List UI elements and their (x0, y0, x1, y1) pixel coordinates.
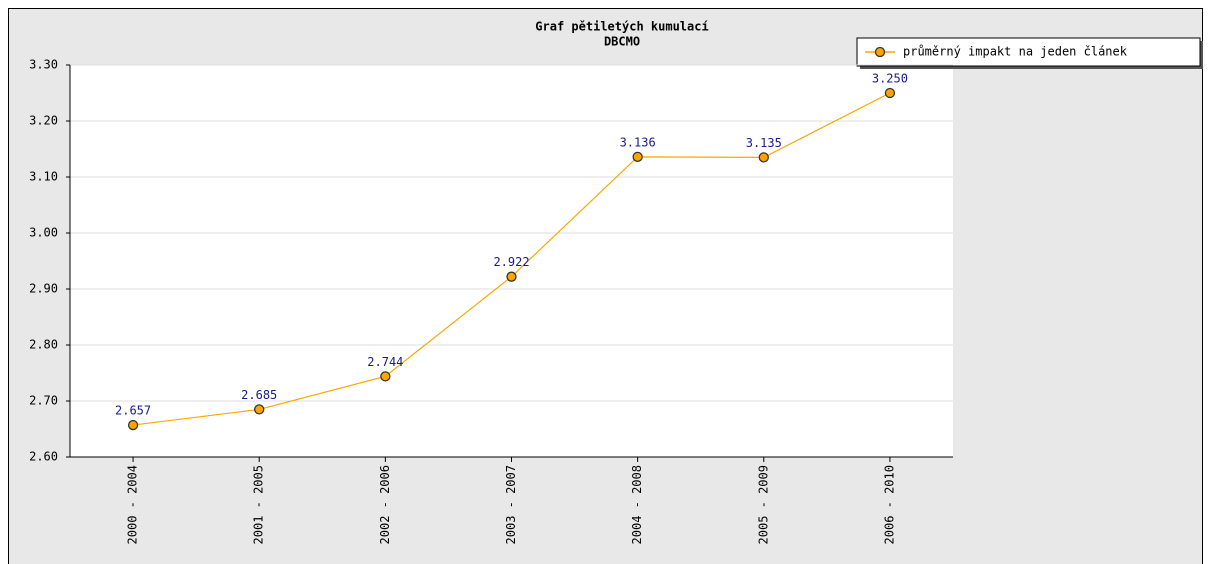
data-point (632, 151, 643, 162)
data-label: 2.685 (241, 388, 277, 402)
legend-marker (874, 46, 886, 58)
data-point (884, 87, 896, 99)
data-point (758, 152, 769, 163)
y-tick-label: 3.10 (29, 170, 58, 184)
y-tick-label: 3.30 (29, 58, 58, 72)
chart-subtitle: DBCMO (604, 35, 640, 49)
x-tick-label: 2005 - 2009 (756, 465, 770, 544)
data-point (127, 419, 139, 431)
data-label: 2.922 (493, 255, 529, 269)
data-label: 3.136 (620, 135, 656, 149)
x-tick-label: 2003 - 2007 (504, 465, 518, 544)
data-label: 3.250 (872, 72, 908, 86)
data-point (380, 371, 391, 382)
y-tick-label: 2.70 (29, 394, 58, 408)
y-tick-label: 3.20 (29, 114, 58, 128)
data-point (506, 271, 517, 282)
data-label: 2.744 (367, 355, 403, 369)
y-tick-label: 3.00 (29, 226, 58, 240)
data-label: 2.657 (115, 404, 151, 418)
plot-area (70, 65, 953, 457)
x-tick-label: 2002 - 2006 (378, 465, 392, 544)
y-tick-label: 2.90 (29, 282, 58, 296)
legend: průměrný impakt na jeden článek (856, 37, 1203, 69)
data-label: 3.135 (746, 136, 782, 150)
y-tick-label: 2.80 (29, 338, 58, 352)
legend-box (856, 37, 1201, 67)
y-tick-label: 2.60 (29, 450, 58, 464)
x-tick-label: 2004 - 2008 (630, 465, 644, 544)
x-tick-label: 2000 - 2004 (126, 465, 140, 544)
legend-label: průměrný impakt na jeden článek (903, 45, 1128, 59)
data-point (254, 404, 265, 415)
chart-title: Graf pětiletých kumulací (535, 20, 708, 34)
x-tick-label: 2001 - 2005 (252, 465, 266, 544)
x-tick-label: 2006 - 2010 (882, 465, 896, 544)
